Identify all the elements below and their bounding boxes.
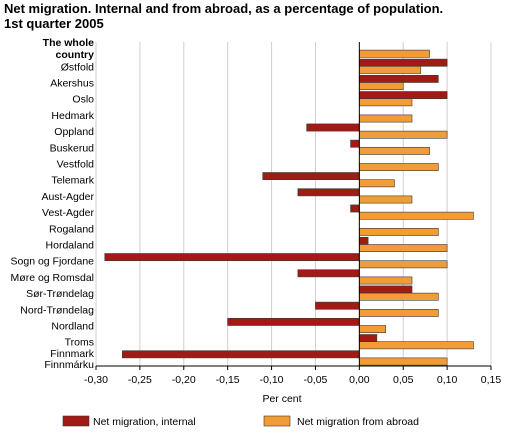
bar-internal [350,139,360,148]
category-label: Buskerud [50,142,95,154]
bar-abroad [359,98,413,107]
bar-internal [297,188,360,197]
bar-abroad [359,357,448,366]
bar-internal [306,123,360,132]
x-tick-label: 0,10 [437,374,458,386]
bar-internal [350,204,360,213]
x-tick-label: 0,05 [393,374,414,386]
bar-abroad [359,163,439,171]
x-axis-label: Per cent [262,393,301,405]
bar-abroad [359,292,439,301]
category-label: Rogaland [49,223,94,235]
bars [104,49,474,366]
bar-internal [359,334,378,342]
bar-internal [227,317,360,326]
bar-internal [315,301,360,310]
category-label: Finnmárku [44,359,94,371]
category-label: Akershus [50,78,94,90]
category-label: Østfold [61,61,94,73]
legend-label: Net migration from abroad [297,416,419,428]
bar-internal [297,269,360,278]
x-axis: -0,30 -0,25 -0,20 -0,15 -0,10 -0,05 0,00 0,05 0,… [84,42,501,386]
bar-abroad [359,244,448,252]
x-tick-label: 0,15 [481,374,502,386]
bar-abroad [359,49,430,58]
legend-swatch [62,415,90,427]
bar-abroad [359,130,448,139]
bar-internal [359,58,448,67]
x-tick-label: -0,05 [303,374,327,386]
category-label: Hordaland [46,240,95,252]
bar-internal [359,75,439,83]
bar-abroad [359,114,413,123]
category-label: Troms [65,337,94,349]
category-label: Sogn og Fjordane [11,256,95,268]
bar-abroad [359,341,474,350]
category-label: Aust-Agder [41,191,94,203]
x-tick-label: -0,25 [128,374,152,386]
x-tick-label: -0,10 [260,374,284,386]
legend-label: Net migration, internal [93,416,196,428]
category-label: country [55,49,94,61]
bar-abroad [359,211,474,220]
category-label: Nordland [51,321,94,333]
bar-abroad [359,195,413,204]
category-label: Hedmark [51,110,94,122]
bar-abroad [359,66,422,74]
category-label: Sør-Trøndelag [26,288,94,300]
category-label: Oslo [72,94,94,106]
bar-abroad [359,308,439,317]
bar-abroad [359,325,386,333]
bar-abroad [359,228,439,236]
x-tick-label: -0,20 [172,374,196,386]
category-label: The whole [43,37,94,49]
bar-internal [359,237,369,245]
category-label: Finnmark [50,348,95,360]
chart-title-line-2: 1st quarter 2005 [4,16,104,31]
gridlines [95,42,492,366]
category-label: Nord-Trøndelag [20,304,94,316]
category-label: Vest-Agder [42,207,94,219]
bar-abroad [359,276,413,285]
bar-internal [104,253,360,261]
bar-abroad [359,179,395,188]
bar-internal [359,285,413,294]
bar-abroad [359,147,430,155]
x-tick-label: 0,00 [349,374,370,386]
bar-internal [359,91,448,99]
bar-internal [262,172,360,180]
category-label: Telemark [51,175,94,187]
bar-abroad [359,82,404,90]
legend-swatch [263,415,291,427]
x-tick-label: -0,15 [216,374,240,386]
category-label: Vestfold [57,159,95,171]
x-tick-label: -0,30 [84,374,108,386]
legend: Net migration, internal Net migration fro… [62,415,419,428]
category-label: Oppland [54,126,94,138]
bar-internal [122,350,360,359]
bar-abroad [359,260,448,269]
chart-title-line-1: Net migration. Internal and from abroad,… [4,1,443,16]
category-label: Møre og Romsdal [11,272,94,284]
